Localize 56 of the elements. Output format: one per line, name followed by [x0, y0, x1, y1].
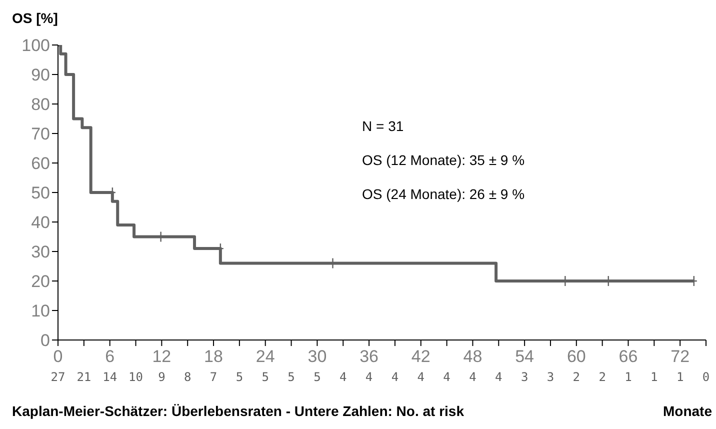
x-tick-label: 72: [670, 347, 690, 366]
text: 21: [76, 370, 92, 384]
text: 14: [102, 370, 118, 384]
text: 5: [236, 370, 244, 384]
y-tick-label: 100: [22, 36, 50, 56]
y-tick-label: 0: [40, 331, 50, 350]
text: 4: [443, 370, 450, 384]
y-tick-label: 10: [31, 302, 50, 321]
text: 4: [495, 370, 502, 384]
y-tick-label: 90: [31, 66, 50, 85]
annotation: OS (24 Monate): 26 ± 9 %: [362, 186, 525, 202]
text: 4: [340, 370, 347, 384]
x-tick-label: 30: [308, 347, 327, 366]
y-tick-label: 70: [31, 124, 50, 144]
text: 2: [572, 370, 580, 384]
text: 27: [50, 370, 66, 384]
annotation: OS (12 Monate): 35 ± 9 %: [362, 152, 525, 168]
x-axis-title: Monate: [663, 403, 712, 419]
text: 4: [417, 370, 424, 384]
x-tick-label: 0: [53, 347, 63, 366]
x-tick-label: 36: [360, 347, 378, 366]
text: 1: [650, 370, 658, 384]
text: 5: [262, 370, 269, 384]
text: 4: [469, 370, 476, 384]
x-tick-label: 6: [105, 347, 115, 366]
y-tick-label: 40: [31, 213, 50, 232]
annotation: N = 31: [362, 118, 404, 134]
y-tick-label: 30: [31, 242, 50, 262]
y-axis-title: OS [%]: [12, 10, 58, 26]
x-tick-label: 42: [411, 347, 430, 366]
text: 5: [314, 370, 321, 384]
y-tick-label: 80: [31, 95, 50, 114]
text: 3: [546, 370, 554, 384]
text: 3: [520, 370, 528, 384]
text: 8: [184, 370, 192, 384]
x-tick-label: 18: [204, 347, 223, 366]
y-tick-label: 60: [31, 154, 50, 174]
x-tick-label: 48: [463, 347, 482, 366]
text: 5: [288, 370, 295, 384]
x-tick-label: 12: [152, 347, 172, 366]
y-tick-label: 50: [31, 184, 50, 203]
text: Kaplan-Meier-Schätzer: Überlebensraten - Untere Zahlen: No. at risk: [12, 403, 464, 419]
x-tick-label: 24: [256, 347, 275, 366]
text: 1: [624, 370, 632, 384]
text: 1: [676, 370, 684, 384]
text: 4: [391, 370, 399, 384]
x-tick-label: 66: [618, 347, 638, 366]
text: 10: [128, 370, 143, 384]
text: 4: [365, 370, 373, 384]
y-tick-label: 20: [31, 272, 50, 292]
x-tick-label: 60: [566, 347, 586, 366]
x-tick-label: 54: [515, 347, 534, 366]
text: 9: [158, 370, 166, 384]
text: 0: [702, 370, 710, 384]
text: 7: [210, 370, 218, 384]
text: 2: [598, 370, 606, 384]
